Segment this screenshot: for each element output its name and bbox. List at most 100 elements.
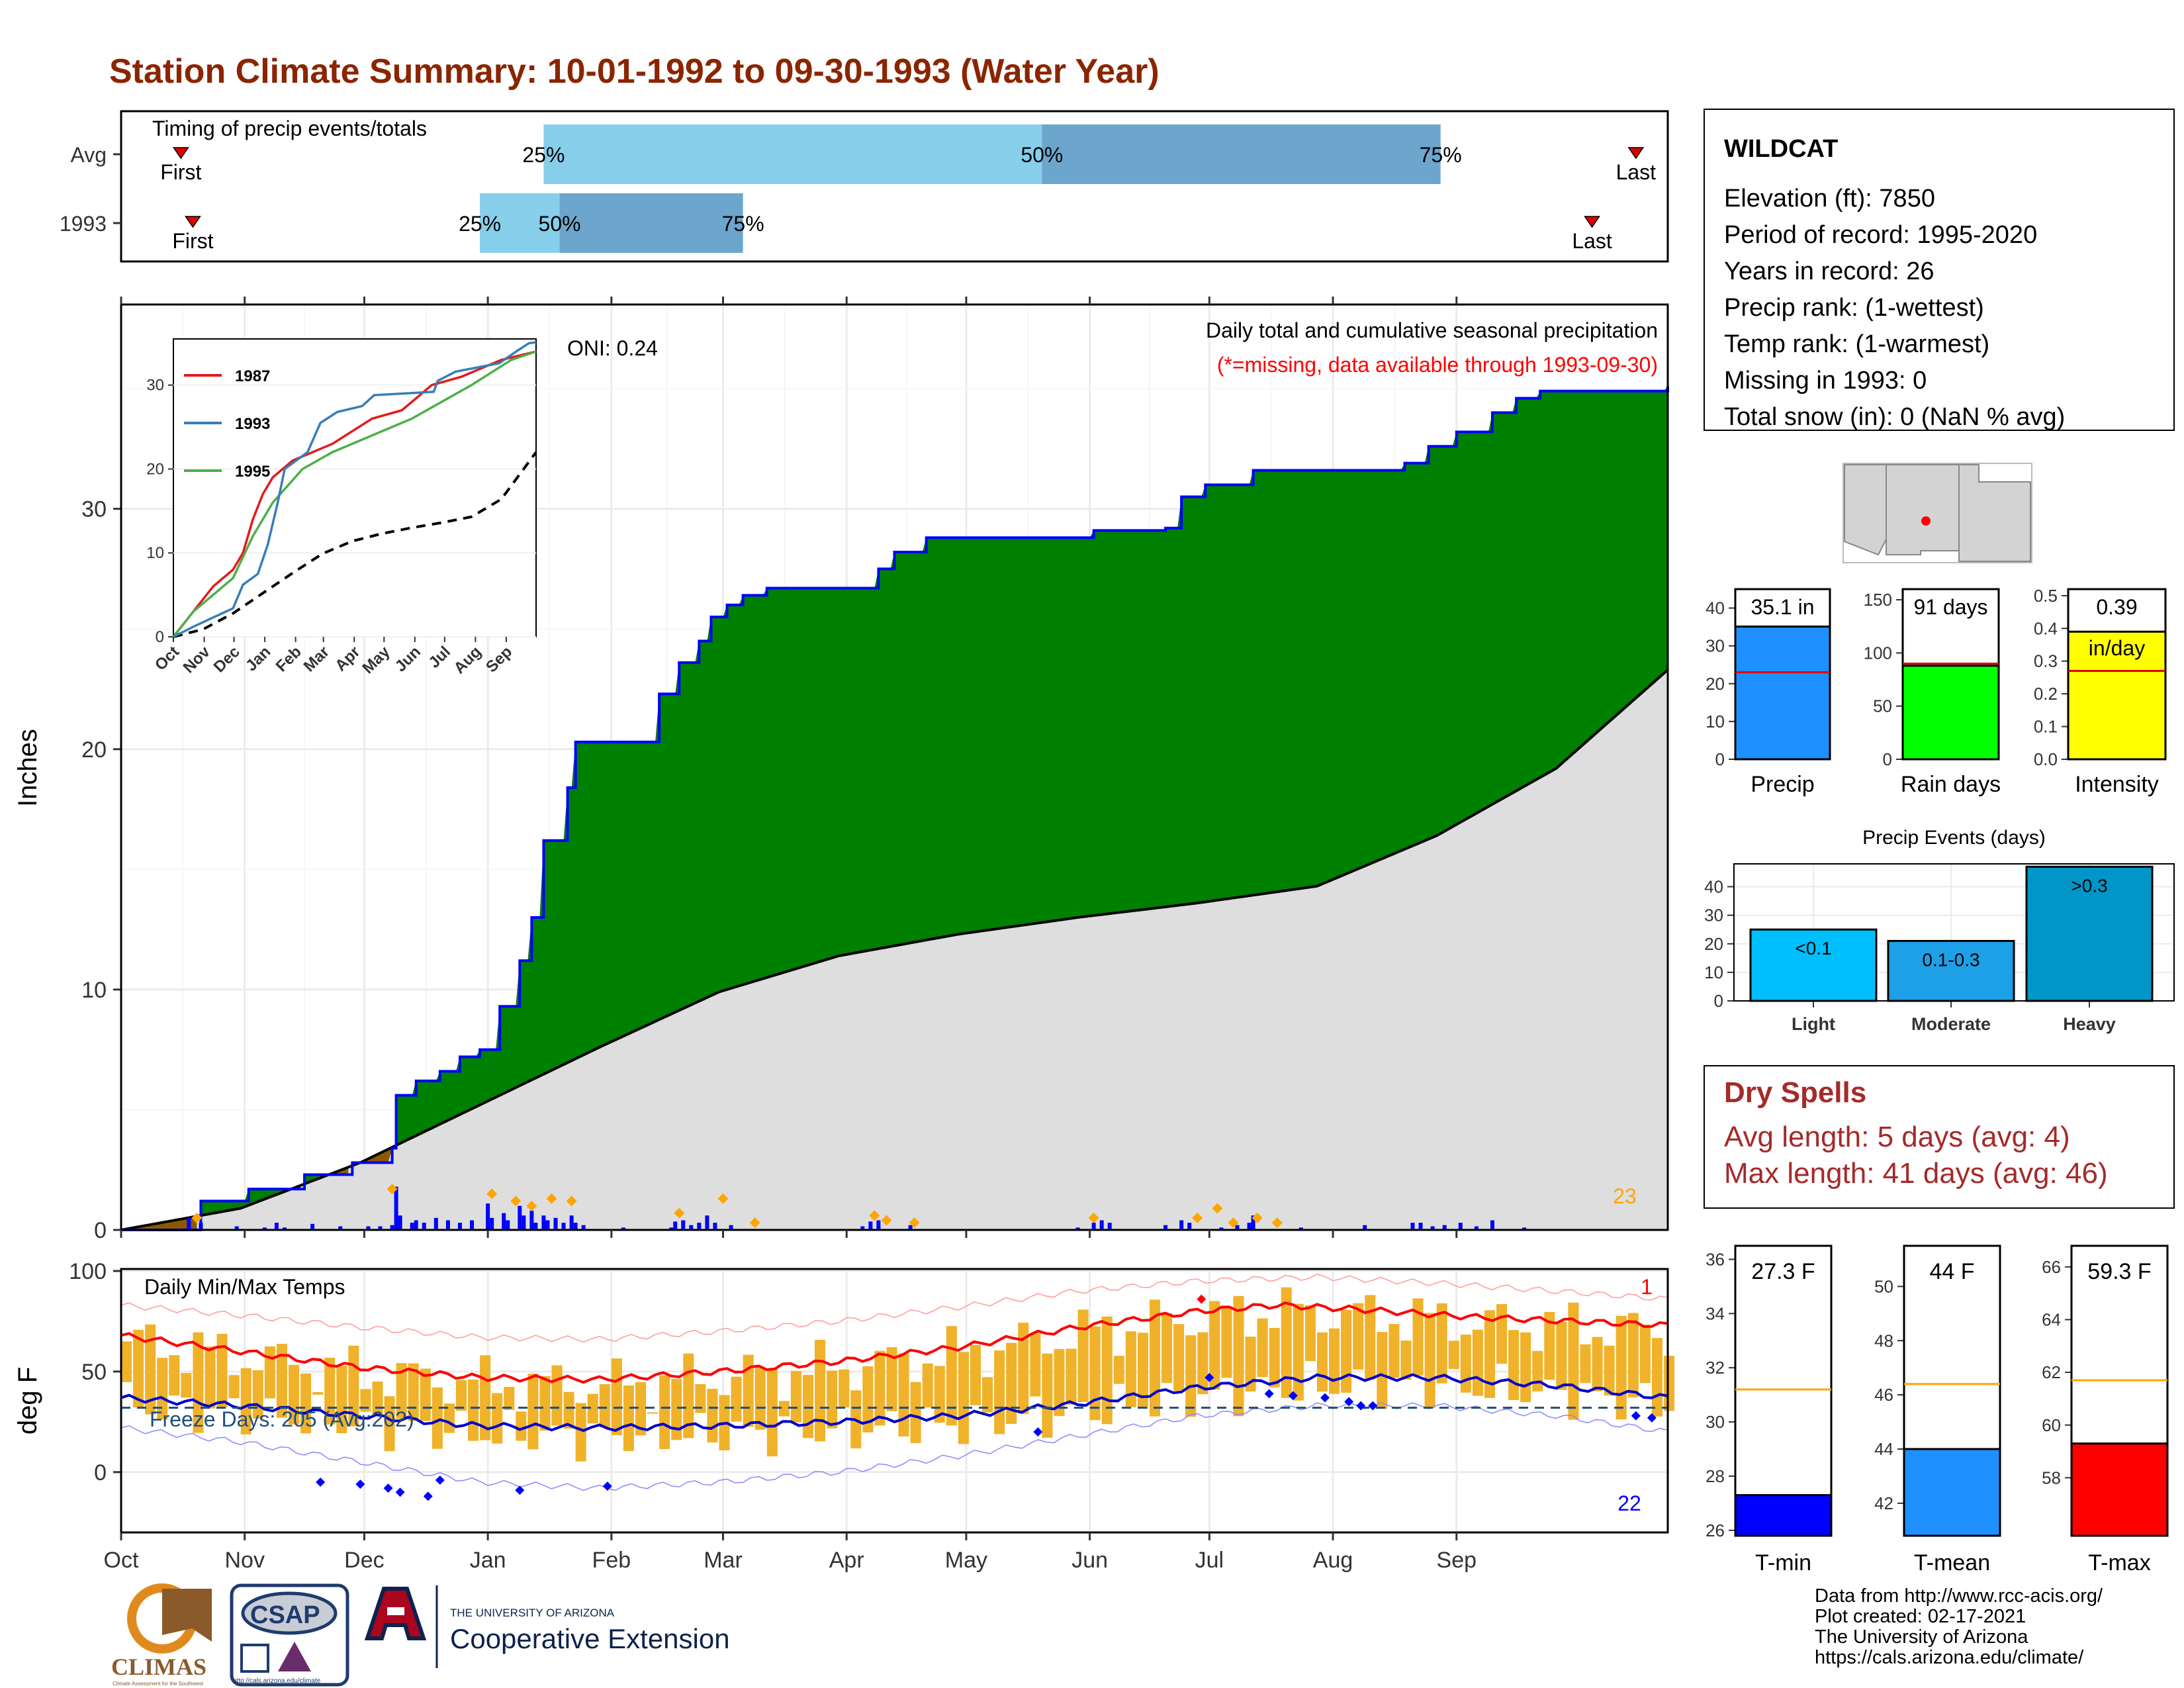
daily-temp-bar — [922, 1363, 933, 1408]
daily-precip-bar — [1442, 1225, 1447, 1230]
dry-spells-max: Max length: 41 days (avg: 46) — [1724, 1157, 2108, 1190]
record-low-marker — [423, 1491, 433, 1501]
daily-precip-bar — [470, 1220, 475, 1230]
daily-temp-bar — [1269, 1328, 1280, 1387]
timing-bar-50-75 — [559, 193, 743, 253]
daily-temp-bar — [970, 1344, 981, 1405]
daily-temp-bar — [790, 1371, 801, 1423]
average-cumulative-line — [120, 669, 1669, 1231]
daily-precip-bar — [282, 1227, 287, 1230]
record-low-marker — [1320, 1393, 1330, 1403]
daily-precip-bar — [908, 1225, 913, 1230]
timing-row-label: Avg — [70, 143, 107, 167]
record-low-marker — [1631, 1411, 1641, 1421]
record-low-marker — [1288, 1391, 1298, 1401]
daily-precip-bar — [1235, 1225, 1240, 1230]
record-high-marker — [1197, 1294, 1206, 1304]
temp-bar-ytick-label: 50 — [1874, 1276, 1893, 1296]
daily-precip-bar — [262, 1227, 267, 1230]
daily-temp-bar — [1496, 1304, 1508, 1364]
timing-first-label: First — [160, 160, 201, 184]
daily-temp-bar — [1412, 1298, 1424, 1376]
daily-precip-bar — [689, 1225, 694, 1230]
daily-temp-bar — [778, 1401, 790, 1417]
temp-bar-ytick-label: 48 — [1874, 1331, 1893, 1350]
daily-precip-bar — [378, 1226, 383, 1230]
daily-temp-bar — [958, 1352, 969, 1444]
daily-temp-bar — [1388, 1324, 1400, 1378]
daily-precip-bar — [1099, 1220, 1104, 1230]
inset-legend-label: 1987 — [235, 367, 270, 385]
daily-temp-bar — [754, 1368, 766, 1430]
daily-precip-bar — [1430, 1226, 1435, 1230]
daily-temp-bar — [1663, 1356, 1675, 1411]
mini-bar-value-label: 91 days — [1913, 595, 1987, 619]
daily-temp-bar — [1472, 1329, 1483, 1396]
dry-spells-box: Dry Spells Avg length: 5 days (avg: 4) M… — [1704, 1065, 2175, 1209]
mini-ytick-label: 150 — [1864, 590, 1892, 610]
climas-logo: CLIMAS Climate Assessment for the Southw… — [111, 1583, 212, 1687]
inset-frame — [173, 338, 537, 637]
daily-precip-bar — [1458, 1223, 1463, 1230]
daily-temp-bar — [336, 1366, 347, 1434]
station-info-box: WILDCAT Elevation (ft): 7850 Period of r… — [1704, 109, 2175, 431]
daily-temp-bar — [216, 1333, 228, 1408]
daily-precip-bar — [860, 1226, 865, 1230]
station-name: WILDCAT — [1724, 135, 1838, 163]
daily-temp-bar — [635, 1382, 647, 1436]
temp-bar-ytick-label: 42 — [1874, 1493, 1893, 1513]
daily-temp-bar — [1448, 1340, 1459, 1370]
daily-precip-bar — [410, 1223, 414, 1230]
inset-legend-label: 1993 — [235, 415, 270, 433]
annual-precip-bars: 0 10 20 30 40 35.1 in Precip 0 50 100 150 91 days Ra… — [1706, 586, 2167, 797]
temp-bar-frame — [1734, 1244, 1833, 1537]
temp-bar-ytick-label: 26 — [1706, 1521, 1725, 1540]
events-ytick-label: 0 — [1714, 991, 1723, 1011]
daily-temp-bar — [766, 1369, 778, 1457]
precip-frame — [120, 303, 1669, 1231]
csap-logo: CSAP http://cals.arizona.edu/climate — [230, 1583, 349, 1687]
state-shape-texas — [1958, 464, 2031, 562]
daily-temp-bar — [300, 1373, 312, 1434]
timing-last-label: Last — [1616, 160, 1657, 184]
inset-line-1995 — [172, 350, 537, 638]
daily-temp-bar — [1400, 1340, 1412, 1380]
daily-precip-marker — [869, 1210, 880, 1221]
daily-temp-bar — [157, 1358, 168, 1420]
daily-temp-bar — [516, 1411, 527, 1441]
daily-temp-bar — [647, 1412, 659, 1414]
temp-bar-label: T-mean — [1914, 1550, 1990, 1575]
logos: CLIMAS Climate Assessment for the Southw… — [111, 1583, 730, 1687]
daily-temp-bar — [181, 1373, 192, 1398]
daily-temp-bar — [1544, 1311, 1555, 1380]
record-low-marker — [1647, 1413, 1657, 1423]
daily-temp-bar — [1520, 1332, 1531, 1403]
daily-temp-bar — [1042, 1353, 1053, 1438]
record-low-marker — [1368, 1401, 1378, 1411]
station-line-precip-rank: Precip rank: (1-wettest) — [1724, 294, 1984, 322]
daily-temp-bar — [1604, 1345, 1615, 1396]
daily-precip-marker — [1251, 1212, 1263, 1223]
record-low-marker — [1205, 1373, 1214, 1383]
mini-bar-unit-label: in/day — [2089, 636, 2145, 660]
daily-precip-bar — [1163, 1225, 1168, 1230]
month-label: Oct — [104, 1548, 139, 1573]
daily-precip-bar — [390, 1225, 394, 1230]
daily-temp-bar — [240, 1368, 251, 1434]
station-line-snow: Total snow (in): 0 (NaN % avg) — [1724, 403, 2065, 431]
daily-precip-bar — [1187, 1223, 1192, 1230]
daily-precip-marker — [881, 1215, 892, 1226]
daily-temp-bar — [731, 1376, 742, 1422]
svg-text:Climate Assessment for the Sou: Climate Assessment for the Southwest — [113, 1681, 204, 1687]
month-label: May — [945, 1548, 987, 1573]
daily-temp-bar — [1639, 1325, 1651, 1383]
daily-temp-bar — [1568, 1302, 1579, 1420]
daily-temp-bar — [169, 1355, 180, 1396]
event-category-label: Heavy — [2063, 1014, 2116, 1034]
mini-ytick-label: 0.1 — [2034, 717, 2058, 737]
daily-temp-bar — [1161, 1313, 1173, 1383]
daily-temp-bar — [205, 1346, 216, 1409]
mini-bar-label: Intensity — [2075, 772, 2159, 797]
